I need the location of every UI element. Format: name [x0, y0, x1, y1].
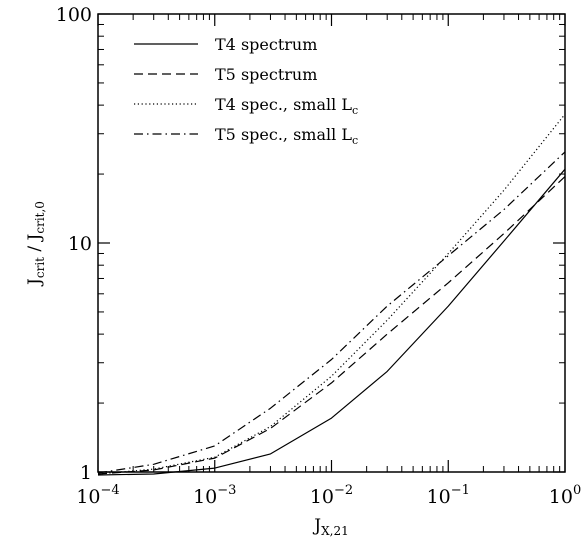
series-line-2 [97, 176, 566, 475]
x-axis-label: JX,21 [312, 516, 348, 538]
y-tick-labels: 1 10 100 [56, 4, 92, 484]
x-tick-label: 10−2 [310, 483, 353, 508]
minor-ticks [98, 14, 565, 472]
series-line-1 [97, 168, 566, 476]
y-label-sep: / [25, 240, 45, 257]
y-label-den-main: J [25, 233, 45, 242]
legend-label-3: T4 spec., small Lc [215, 95, 358, 117]
x-label-sub: X,21 [321, 524, 349, 538]
legend: T4 spectrum T5 spectrum T4 spec., small Lc… [134, 35, 358, 147]
legend-label-4: T5 spec., small Lc [215, 125, 358, 147]
x-label-main: J [312, 516, 321, 536]
y-label-num-main: J [25, 278, 45, 287]
y-tick-label: 100 [56, 4, 92, 26]
y-tick-label: 10 [68, 233, 92, 255]
x-tick-label: 10−4 [76, 483, 119, 508]
y-axis-label: Jcrit / Jcrit,0 [25, 201, 47, 287]
y-tick-label: 1 [80, 462, 92, 484]
y-label-den-sub: crit,0 [33, 201, 47, 234]
y-label-num-sub: crit [33, 257, 47, 278]
x-tick-labels: 10−4 10−3 10−2 10−1 100 [76, 483, 581, 508]
x-tick-label: 10−1 [427, 483, 470, 508]
series-line-4 [97, 151, 566, 474]
x-tick-label: 10−3 [193, 483, 236, 508]
major-ticks [97, 13, 566, 473]
series-line-3 [97, 113, 566, 475]
series-lines [97, 113, 566, 476]
legend-label-1: T4 spectrum [215, 35, 317, 54]
legend-label-2: T5 spectrum [215, 65, 317, 84]
x-tick-label: 100 [549, 483, 581, 508]
plot-frame [97, 13, 566, 473]
